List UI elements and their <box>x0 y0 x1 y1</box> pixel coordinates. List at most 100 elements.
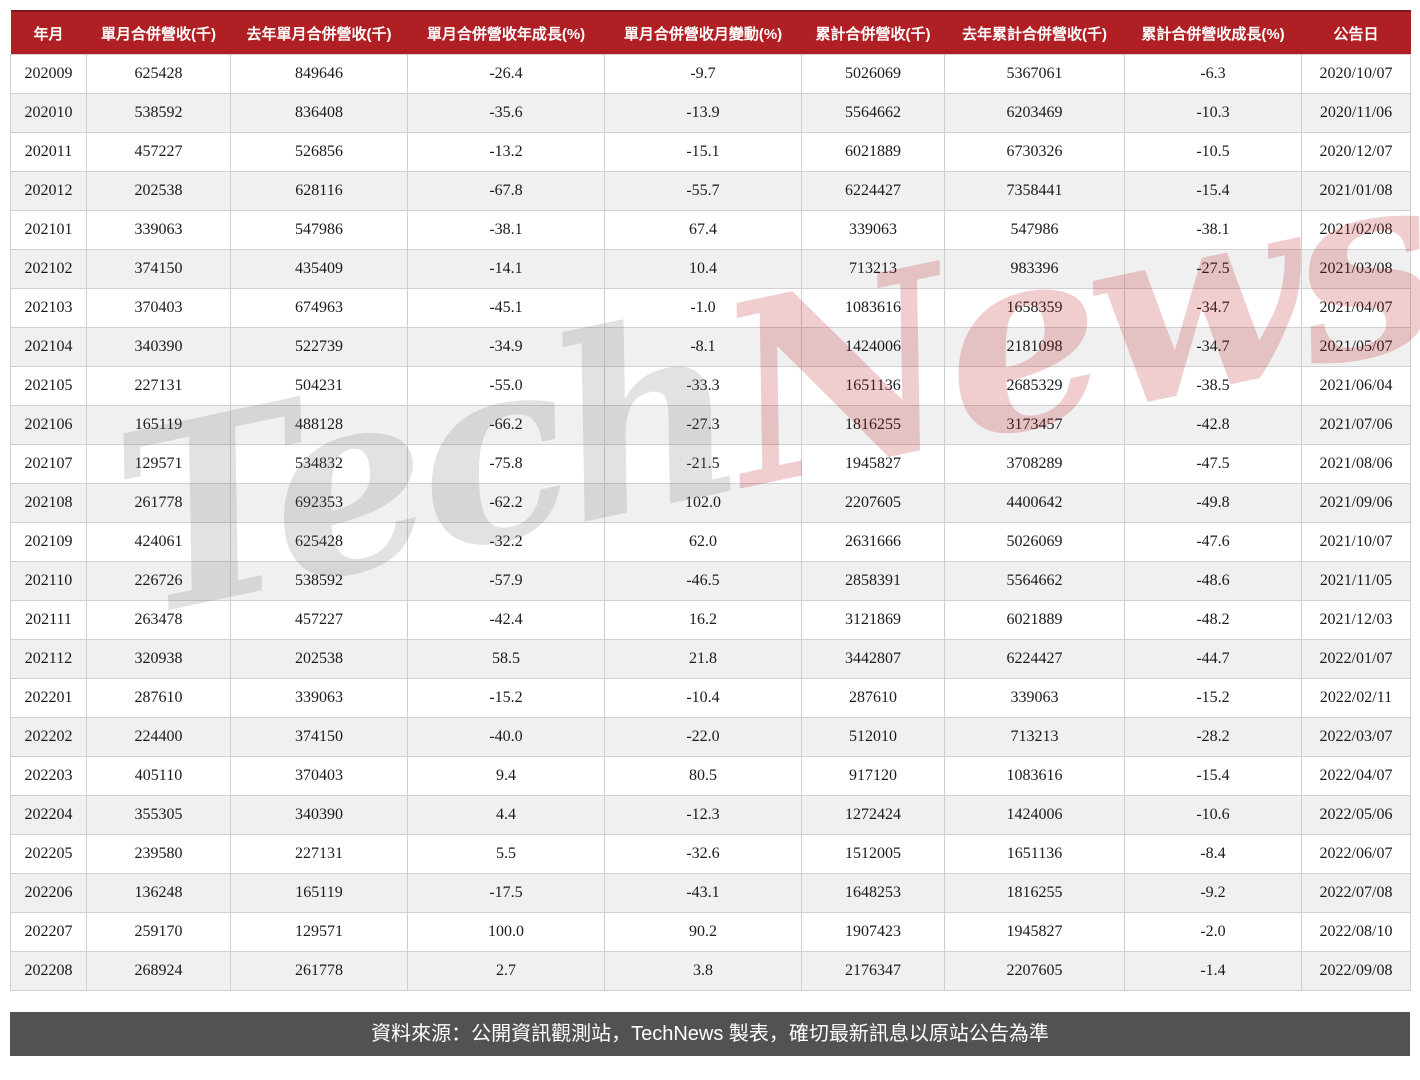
table-cell: 202103 <box>10 288 87 328</box>
table-cell: 202208 <box>10 951 87 991</box>
table-row: 202102 374150 435409 -14.1 10.4 713213 983396-… <box>10 249 1411 289</box>
table-cell: 340390 <box>230 795 408 835</box>
table-cell: 3708289 <box>944 444 1125 484</box>
table-cell: -34.7 <box>1124 327 1302 367</box>
table-cell: 2631666 <box>801 522 945 562</box>
table-cell: 526856 <box>230 132 408 172</box>
table-cell: 6224427 <box>944 639 1125 679</box>
table-row: 202105 227131 504231 -55.0 -33.3 1651136 26853… <box>10 366 1411 406</box>
table-cell: 1083616 <box>801 288 945 328</box>
table-cell: 259170 <box>86 912 231 952</box>
table-cell: -28.2 <box>1124 717 1302 757</box>
table-cell: 488128 <box>230 405 408 445</box>
table-cell: 538592 <box>230 561 408 601</box>
table-cell: 713213 <box>801 249 945 289</box>
table-cell: 202012 <box>10 171 87 211</box>
table-row: 202011 457227 526856 -13.2 -15.1 6021889 67303… <box>10 132 1411 172</box>
table-cell: 2022/06/07 <box>1301 834 1411 874</box>
table-row: 202107 129571 534832 -75.8 -21.5 1945827 37082… <box>10 444 1411 484</box>
table-cell: 67.4 <box>604 210 802 250</box>
table-cell: -48.2 <box>1124 600 1302 640</box>
table-cell: 628116 <box>230 171 408 211</box>
table-body: 202009 625428 849646 -26.4 -9.7 5026069 536706… <box>10 54 1411 991</box>
table-cell: -45.1 <box>407 288 605 328</box>
table-cell: 405110 <box>86 756 231 796</box>
table-cell: 3442807 <box>801 639 945 679</box>
table-row: 202201 287610 339063 -15.2 -10.4 287610 339063… <box>10 678 1411 718</box>
table-cell: 165119 <box>230 873 408 913</box>
table-cell: -21.5 <box>604 444 802 484</box>
table-cell: 339063 <box>230 678 408 718</box>
table-cell: -1.4 <box>1124 951 1302 991</box>
table-cell: 7358441 <box>944 171 1125 211</box>
table-cell: -10.6 <box>1124 795 1302 835</box>
table-cell: 674963 <box>230 288 408 328</box>
table-cell: 374150 <box>86 249 231 289</box>
table-cell: 202010 <box>10 93 87 133</box>
table-cell: 202203 <box>10 756 87 796</box>
table-cell: 202108 <box>10 483 87 523</box>
table-cell: 165119 <box>86 405 231 445</box>
table-cell: -15.4 <box>1124 171 1302 211</box>
table-row: 202205 239580 227131 5.5 -32.6 1512005 1651136… <box>10 834 1411 874</box>
table-cell: -75.8 <box>407 444 605 484</box>
column-header: 累計合併營收(千) <box>801 10 945 55</box>
table-cell: 62.0 <box>604 522 802 562</box>
table-cell: -13.9 <box>604 93 802 133</box>
table-cell: 5367061 <box>944 54 1125 94</box>
table-cell: 202538 <box>230 639 408 679</box>
table-cell: -6.3 <box>1124 54 1302 94</box>
table-cell: 2022/08/10 <box>1301 912 1411 952</box>
column-header: 單月合併營收年成長(%) <box>407 10 605 55</box>
table-cell: 374150 <box>230 717 408 757</box>
table-cell: 202204 <box>10 795 87 835</box>
table-cell: -55.0 <box>407 366 605 406</box>
table-cell: 263478 <box>86 600 231 640</box>
table-header-row: 年月 單月合併營收(千) 去年單月合併營收(千) 單月合併營收年成長(%) 單月合併營收… <box>10 10 1411 55</box>
table-cell: 227131 <box>230 834 408 874</box>
table-row: 202206 136248 165119 -17.5 -43.1 1648253 18162… <box>10 873 1411 913</box>
table-cell: -48.6 <box>1124 561 1302 601</box>
table-cell: 2176347 <box>801 951 945 991</box>
table-cell: 226726 <box>86 561 231 601</box>
table-cell: 1272424 <box>801 795 945 835</box>
table-cell: 2.7 <box>407 951 605 991</box>
table-cell: 339063 <box>944 678 1125 718</box>
table-cell: -9.7 <box>604 54 802 94</box>
table-cell: -2.0 <box>1124 912 1302 952</box>
table-cell: 202109 <box>10 522 87 562</box>
table-cell: 2207605 <box>801 483 945 523</box>
table-cell: 202111 <box>10 600 87 640</box>
table-cell: 202011 <box>10 132 87 172</box>
table-cell: 4.4 <box>407 795 605 835</box>
table-cell: 1907423 <box>801 912 945 952</box>
table-cell: 2021/02/08 <box>1301 210 1411 250</box>
table-cell: 1083616 <box>944 756 1125 796</box>
table-cell: 512010 <box>801 717 945 757</box>
table-cell: 4400642 <box>944 483 1125 523</box>
table-cell: 2181098 <box>944 327 1125 367</box>
table-cell: 625428 <box>230 522 408 562</box>
table-cell: 202201 <box>10 678 87 718</box>
table-cell: -13.2 <box>407 132 605 172</box>
table-cell: 1424006 <box>944 795 1125 835</box>
table-cell: 2685329 <box>944 366 1125 406</box>
table-cell: 435409 <box>230 249 408 289</box>
table-cell: -10.4 <box>604 678 802 718</box>
table-cell: 2021/07/06 <box>1301 405 1411 445</box>
table-cell: 1816255 <box>944 873 1125 913</box>
table-cell: 5026069 <box>801 54 945 94</box>
table-cell: 1424006 <box>801 327 945 367</box>
table-cell: 339063 <box>86 210 231 250</box>
table-cell: 5.5 <box>407 834 605 874</box>
table-row: 202101 339063 547986 -38.1 67.4 339063 547986-… <box>10 210 1411 250</box>
table-cell: 522739 <box>230 327 408 367</box>
table-cell: -49.8 <box>1124 483 1302 523</box>
table-cell: 10.4 <box>604 249 802 289</box>
table-cell: 136248 <box>86 873 231 913</box>
table-row: 202110 226726 538592 -57.9 -46.5 2858391 55646… <box>10 561 1411 601</box>
table-cell: 202112 <box>10 639 87 679</box>
table-cell: 202104 <box>10 327 87 367</box>
table-cell: -15.2 <box>1124 678 1302 718</box>
table-cell: 16.2 <box>604 600 802 640</box>
